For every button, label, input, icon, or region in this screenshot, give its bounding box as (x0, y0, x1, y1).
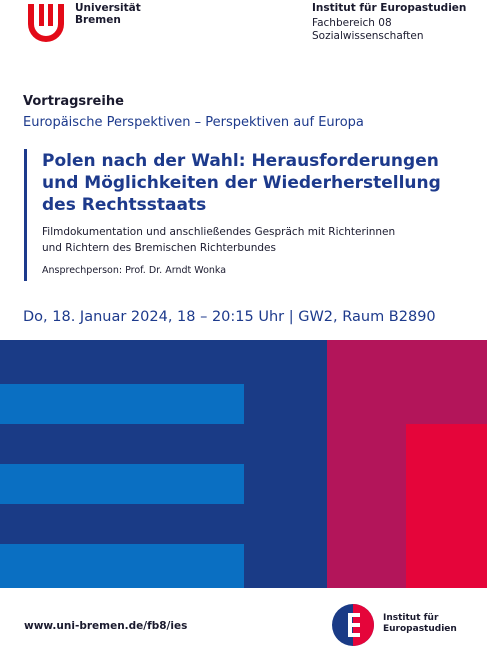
institute-logo-line2: Europastudien (383, 624, 457, 634)
institute-name: Institut für Europastudien (312, 2, 467, 14)
light-blue-stripe-1 (0, 384, 244, 424)
event-subtitle: Filmdokumentation und anschließendes Ges… (42, 224, 462, 256)
event-title: Polen nach der Wahl: Herausforderungen u… (42, 150, 462, 216)
contact-person: Ansprechperson: Prof. Dr. Arndt Wonka (42, 265, 227, 276)
light-blue-stripe-3 (0, 544, 244, 588)
university-bremen-logo (28, 4, 64, 42)
series-label: Vortragsreihe (23, 94, 124, 109)
series-title: Europäische Perspektiven – Perspektiven … (23, 115, 364, 130)
institute-logo-line1: Institut für (383, 613, 439, 623)
title-accent-bar (24, 149, 27, 281)
department: Fachbereich 08 (312, 17, 392, 29)
decorative-graphic (0, 340, 487, 588)
event-title-line2: und Möglichkeiten der Wiederherstellung (42, 173, 441, 193)
event-title-line1: Polen nach der Wahl: Herausforderungen (42, 151, 439, 171)
event-date-location: Do, 18. Januar 2024, 18 – 20:15 Uhr | GW… (23, 309, 436, 325)
faculty: Sozialwissenschaften (312, 30, 424, 42)
footer-url[interactable]: www.uni-bremen.de/fb8/ies (24, 620, 188, 632)
institute-header: Institut für Europastudien Fachbereich 0… (312, 2, 466, 43)
event-subtitle-line1: Filmdokumentation und anschließendes Ges… (42, 226, 396, 238)
event-title-line3: des Rechtsstaats (42, 195, 207, 215)
institute-logo-icon (332, 604, 374, 646)
event-subtitle-line2: und Richtern des Bremischen Richterbunde… (42, 242, 276, 254)
university-name-line1: Universität (75, 2, 141, 14)
light-blue-stripe-2 (0, 464, 244, 504)
university-name: Universität Bremen (75, 2, 141, 26)
institute-logo-text: Institut für Europastudien (383, 613, 457, 635)
university-name-line2: Bremen (75, 14, 121, 26)
bright-red-block (406, 424, 487, 588)
